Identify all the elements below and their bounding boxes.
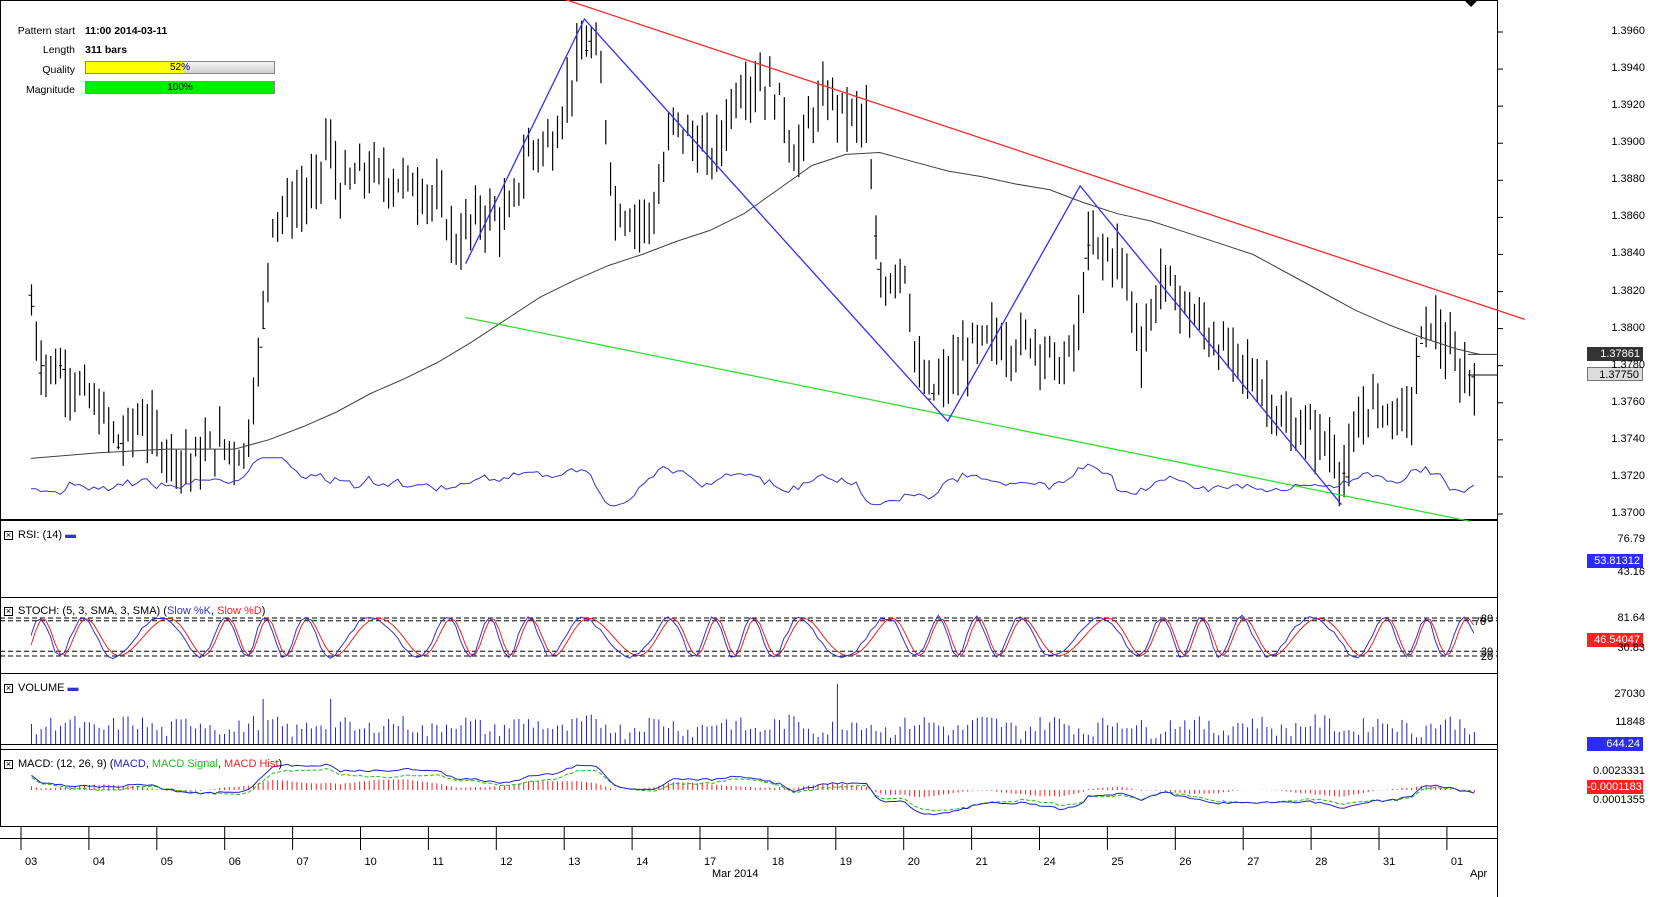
x-tick-label: 12: [500, 856, 513, 868]
rsi-current-tag: 53.81312: [1587, 554, 1643, 568]
indicator-panel-frame: [0, 520, 1498, 598]
stoch-level-80: 80: [1481, 613, 1493, 625]
x-tick-label: 03: [25, 856, 38, 868]
volume-mid-label: 11848: [1615, 716, 1645, 728]
y-tick-label: 1.3860: [1611, 210, 1645, 223]
quality-value: 52%: [169, 62, 190, 73]
stoch-d-line: [30, 617, 1475, 657]
volume-max-label: 27030: [1614, 688, 1645, 700]
x-tick-label: 31: [1383, 856, 1396, 868]
y-tick-label: 1.3780: [1611, 358, 1645, 371]
indicator-panel-frame: [0, 673, 1498, 750]
macd-min-label: 0.0001355: [1593, 794, 1645, 806]
y-tick-label: 1.3940: [1611, 62, 1645, 75]
magnitude-value: 100%: [167, 82, 193, 93]
stoch-title: STOCH: (5, 3, SMA, 3, SMA) (Slow %K, Slo…: [18, 605, 266, 617]
macd-signal-line: [31, 768, 1475, 812]
x-tick-label: 20: [907, 856, 920, 868]
rsi-min-label: 43.16: [1617, 566, 1645, 578]
y-tick-label: 1.3800: [1611, 321, 1645, 334]
y-tick-label: 1.3960: [1611, 25, 1645, 37]
x-tick-label: 25: [1111, 856, 1124, 868]
x-tick-label: 17: [704, 856, 717, 868]
length-value: 311 bars: [85, 44, 128, 56]
x-tick-label: 27: [1247, 856, 1260, 868]
x-tick-label: 18: [771, 856, 785, 868]
quality-bar-fill: [86, 62, 184, 73]
macd-title: MACD: (12, 26, 9) (MACD, MACD Signal, MA…: [18, 758, 283, 770]
pattern-start-label: Pattern start: [17, 25, 75, 37]
rsi-level-30: 30: [1481, 646, 1493, 658]
pattern-start-value: 11:00 2014-03-11: [85, 25, 168, 37]
x-month-label: Apr: [1470, 868, 1488, 880]
length-label: Length: [42, 44, 75, 56]
rsi-max-label: 76.79: [1617, 533, 1645, 545]
y-tick-label: 1.3840: [1611, 247, 1645, 260]
rsi-close-icon[interactable]: ×: [4, 530, 13, 540]
resistance-line: [564, 0, 1526, 320]
x-tick-label: 26: [1179, 856, 1192, 868]
y-tick-label: 1.3820: [1611, 284, 1645, 297]
y-tick-label: 1.3740: [1611, 432, 1645, 445]
x-tick-label: 28: [1315, 856, 1328, 868]
last-price-tag: 1.37750: [1587, 367, 1643, 381]
magnitude-bar: 100%: [85, 81, 275, 94]
volume-close-icon[interactable]: ×: [4, 683, 13, 693]
x-tick-label: 10: [364, 856, 377, 868]
ma-price-tag: 1.37861: [1587, 347, 1643, 361]
y-tick-label: 1.3900: [1611, 136, 1645, 149]
zigzag-pattern-line: [465, 17, 1343, 506]
support-line: [465, 316, 1471, 523]
y-tick-label: 1.3920: [1611, 99, 1645, 112]
x-tick-label: 06: [228, 856, 241, 868]
x-tick-label: 05: [160, 856, 174, 868]
macd-line: [31, 763, 1475, 816]
quality-label: Quality: [42, 64, 75, 76]
rsi-level-70: 70: [1474, 616, 1486, 628]
x-tick-label: 13: [568, 856, 581, 868]
x-tick-label: 01: [1450, 856, 1464, 868]
x-tick-label: 11: [432, 856, 444, 868]
magnitude-label: Magnitude: [25, 84, 75, 96]
volume-current-tag: 644.24: [1587, 737, 1643, 751]
x-tick-label: 04: [92, 856, 106, 868]
magnitude-bar-fill: [86, 82, 274, 93]
volume-title: VOLUME ▬: [18, 682, 79, 694]
y-tick-label: 1.3760: [1611, 395, 1645, 408]
x-tick-label: 21: [975, 856, 988, 868]
stoch-min-label: 30.83: [1617, 642, 1645, 654]
rsi-title: RSI: (14) ▬: [18, 529, 77, 541]
rsi-line: [31, 457, 1475, 507]
x-tick-label: 24: [1043, 856, 1056, 868]
moving-average-line: [30, 151, 1481, 459]
y-tick-label: 1.3880: [1611, 173, 1645, 186]
stoch-k-line: [30, 614, 1475, 660]
x-tick-label: 14: [636, 856, 649, 868]
x-tick-label: 19: [839, 856, 853, 868]
x-month-label: Mar 2014: [712, 868, 759, 880]
x-tick-label: 07: [296, 856, 309, 868]
y-tick-label: 1.3700: [1611, 507, 1645, 519]
stoch-current-tag: 46.54047: [1587, 633, 1643, 647]
stoch-close-icon[interactable]: ×: [4, 606, 13, 616]
scroll-arrow-icon: [1464, 0, 1478, 7]
stoch-level-20: 20: [1481, 651, 1493, 663]
y-tick-label: 1.3720: [1611, 469, 1645, 482]
stoch-max-label: 81.64: [1617, 612, 1645, 624]
macd-current-tag: -0.0001183: [1587, 780, 1643, 794]
macd-close-icon[interactable]: ×: [4, 759, 13, 769]
macd-max-label: 0.0023331: [1593, 765, 1645, 777]
quality-bar: 52%: [85, 61, 275, 74]
